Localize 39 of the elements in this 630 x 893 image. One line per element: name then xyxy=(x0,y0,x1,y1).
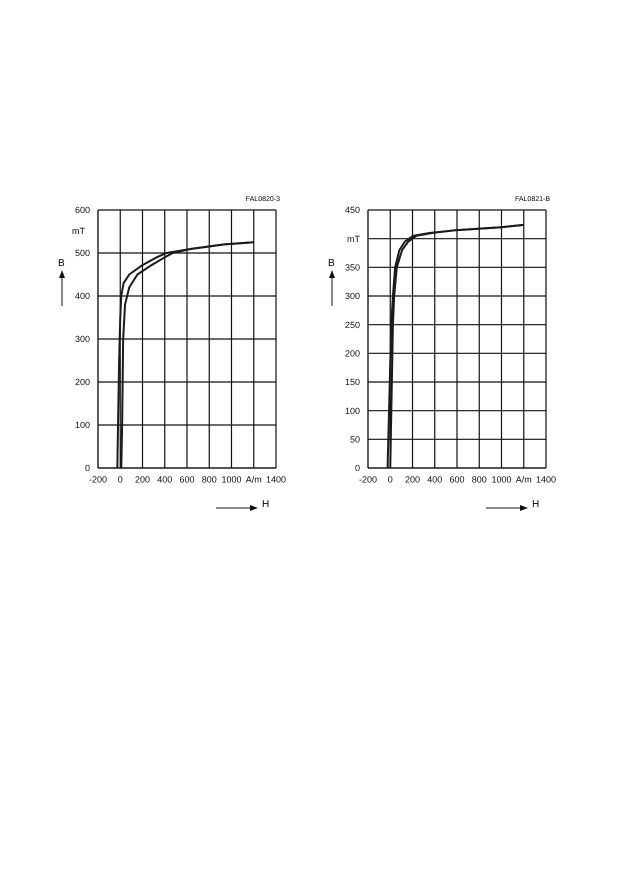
y-tick-label: 450 xyxy=(344,205,360,216)
x-axis-title: H xyxy=(262,499,270,510)
x-tick-label: 400 xyxy=(157,474,172,484)
y-tick-label: 200 xyxy=(74,377,90,388)
y-tick-label: 50 xyxy=(350,434,360,445)
y-tick-label: 500 xyxy=(74,248,90,258)
y-tick-label: 200 xyxy=(344,348,360,359)
y-tick-label: 300 xyxy=(74,334,90,344)
x-tick-label: 600 xyxy=(179,474,195,484)
x-tick-label: 1400 xyxy=(266,474,286,484)
y-axis-title: B xyxy=(328,258,335,269)
x-tick-label: 800 xyxy=(472,474,487,484)
x-tick-label: 1000 xyxy=(221,474,242,484)
y-tick-label: 300 xyxy=(344,291,360,302)
y-tick-label: 0 xyxy=(84,463,90,474)
y-tick-label: 100 xyxy=(74,420,90,430)
y-tick-label: 250 xyxy=(344,320,360,330)
x-tick-label: -200 xyxy=(88,474,108,484)
y-tick-label: mT xyxy=(347,234,360,244)
x-tick-label: A/m xyxy=(516,474,532,484)
x-tick-label: 600 xyxy=(449,474,465,484)
x-tick-label: 400 xyxy=(427,474,442,484)
y-tick-label: 400 xyxy=(74,291,90,302)
x-tick-label: -200 xyxy=(358,474,378,484)
x-tick-label: 200 xyxy=(404,474,420,484)
x-tick-label: 800 xyxy=(202,474,217,484)
x-tick-label: 1400 xyxy=(536,474,556,484)
x-tick-label: 0 xyxy=(388,474,393,484)
x-tick-label: 0 xyxy=(118,474,123,484)
y-tick-label: 0 xyxy=(354,463,360,474)
y-axis-title: B xyxy=(58,258,65,269)
x-tick-label: 200 xyxy=(134,474,150,484)
x-tick-label: A/m xyxy=(246,474,262,484)
y-tick-label: 600 xyxy=(74,205,90,216)
y-tick-label: 350 xyxy=(344,262,360,273)
x-tick-label: 1000 xyxy=(491,474,512,484)
y-tick-label: 150 xyxy=(344,377,360,388)
y-tick-label: 100 xyxy=(344,406,360,416)
x-axis-title: H xyxy=(532,499,540,510)
